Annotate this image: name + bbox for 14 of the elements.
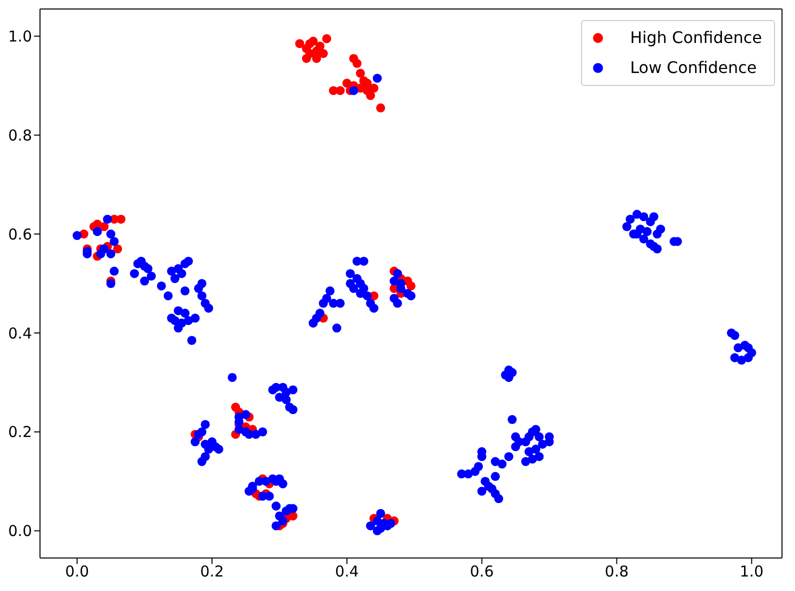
y-tick-label: 0.8: [8, 126, 32, 144]
legend-label: High Confidence: [630, 27, 762, 49]
y-tick-label: 1.0: [8, 28, 32, 46]
y-tick-label: 0.4: [8, 324, 32, 342]
y-tick-label: 0.2: [8, 423, 32, 442]
legend-label: Low Confidence: [630, 57, 757, 79]
y-tick-label: 0.6: [8, 225, 32, 244]
y-tick-label: 0.0: [8, 522, 32, 540]
x-tick-label: 0.6: [470, 562, 494, 581]
x-tick-label: 0.4: [334, 562, 359, 581]
x-tick-label: 1.0: [740, 562, 764, 581]
x-tick-label: 0.2: [200, 562, 224, 581]
x-tick-label: 0.8: [604, 562, 629, 581]
x-tick-label: 0.0: [65, 562, 90, 581]
